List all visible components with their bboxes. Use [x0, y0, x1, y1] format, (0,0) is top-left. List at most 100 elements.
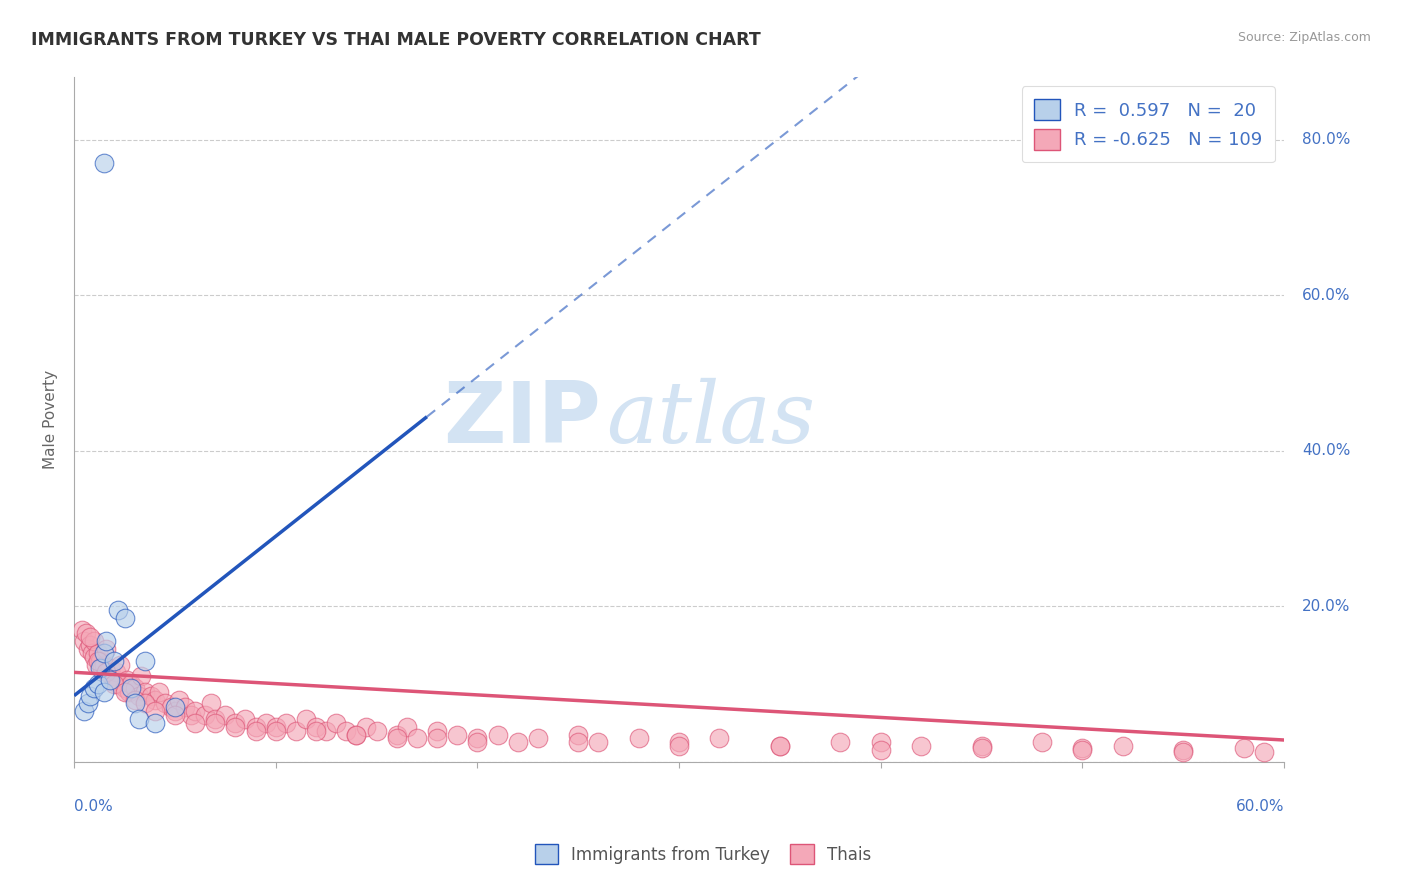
Point: [344, 728, 367, 742]
Point: [344, 728, 367, 742]
Point: [274, 715, 297, 730]
Point: [100, 661, 122, 675]
Point: [120, 681, 142, 695]
Point: [295, 712, 318, 726]
Point: [101, 669, 124, 683]
Point: [128, 689, 150, 703]
Point: [77, 697, 100, 711]
Point: [1031, 735, 1053, 749]
Point: [163, 708, 186, 723]
Text: IMMIGRANTS FROM TURKEY VS THAI MALE POVERTY CORRELATION CHART: IMMIGRANTS FROM TURKEY VS THAI MALE POVE…: [31, 31, 761, 49]
Point: [105, 665, 128, 680]
Point: [174, 700, 197, 714]
Point: [284, 723, 307, 738]
Point: [1233, 740, 1256, 755]
Point: [395, 720, 418, 734]
Point: [143, 692, 166, 706]
Point: [114, 681, 136, 695]
Point: [315, 723, 337, 738]
Point: [89, 661, 111, 675]
Point: [627, 731, 650, 746]
Point: [1071, 743, 1094, 757]
Point: [124, 692, 146, 706]
Point: [110, 657, 132, 672]
Point: [769, 739, 792, 754]
Point: [117, 685, 139, 699]
Legend: R =  0.597   N =  20, R = -0.625   N = 109: R = 0.597 N = 20, R = -0.625 N = 109: [1022, 87, 1275, 162]
Point: [96, 642, 118, 657]
Point: [446, 728, 468, 742]
Point: [134, 654, 156, 668]
Point: [567, 728, 589, 742]
Point: [830, 735, 852, 749]
Point: [128, 712, 150, 726]
Point: [129, 669, 152, 683]
Point: [869, 735, 891, 749]
Point: [114, 611, 136, 625]
Point: [82, 646, 104, 660]
Point: [668, 739, 690, 754]
Point: [200, 697, 222, 711]
Point: [70, 623, 93, 637]
Point: [73, 704, 96, 718]
Point: [83, 634, 105, 648]
Point: [1253, 746, 1275, 760]
Point: [103, 677, 125, 691]
Point: [93, 156, 115, 170]
Point: [426, 723, 449, 738]
Point: [107, 603, 129, 617]
Point: [124, 681, 146, 695]
Point: [96, 634, 118, 648]
Point: [184, 715, 207, 730]
Point: [385, 728, 408, 742]
Point: [103, 654, 125, 668]
Point: [180, 708, 202, 723]
Point: [245, 723, 267, 738]
Point: [73, 634, 96, 648]
Text: Source: ZipAtlas.com: Source: ZipAtlas.com: [1237, 31, 1371, 45]
Point: [305, 720, 328, 734]
Point: [204, 715, 226, 730]
Y-axis label: Male Poverty: Male Poverty: [44, 370, 58, 469]
Point: [305, 723, 328, 738]
Point: [87, 646, 110, 660]
Text: ZIP: ZIP: [443, 378, 600, 461]
Point: [869, 743, 891, 757]
Text: 60.0%: 60.0%: [1236, 799, 1284, 814]
Point: [139, 689, 162, 703]
Point: [588, 735, 610, 749]
Point: [184, 704, 207, 718]
Point: [120, 677, 142, 691]
Text: 60.0%: 60.0%: [1302, 288, 1351, 302]
Point: [84, 657, 107, 672]
Point: [153, 697, 176, 711]
Point: [769, 739, 792, 754]
Point: [93, 646, 115, 660]
Legend: Immigrants from Turkey, Thais: Immigrants from Turkey, Thais: [529, 838, 877, 871]
Point: [426, 731, 449, 746]
Point: [245, 720, 267, 734]
Point: [96, 665, 118, 680]
Point: [134, 697, 156, 711]
Point: [87, 654, 110, 668]
Point: [467, 735, 489, 749]
Point: [77, 642, 100, 657]
Text: 40.0%: 40.0%: [1302, 443, 1351, 458]
Point: [366, 723, 388, 738]
Point: [91, 661, 114, 675]
Point: [204, 712, 226, 726]
Point: [1071, 740, 1094, 755]
Point: [79, 689, 101, 703]
Point: [134, 685, 156, 699]
Point: [486, 728, 509, 742]
Point: [100, 673, 122, 687]
Point: [709, 731, 731, 746]
Point: [1173, 746, 1195, 760]
Point: [83, 649, 105, 664]
Point: [224, 720, 246, 734]
Point: [668, 735, 690, 749]
Text: 80.0%: 80.0%: [1302, 132, 1351, 147]
Point: [87, 677, 110, 691]
Text: atlas: atlas: [606, 378, 815, 461]
Point: [214, 708, 236, 723]
